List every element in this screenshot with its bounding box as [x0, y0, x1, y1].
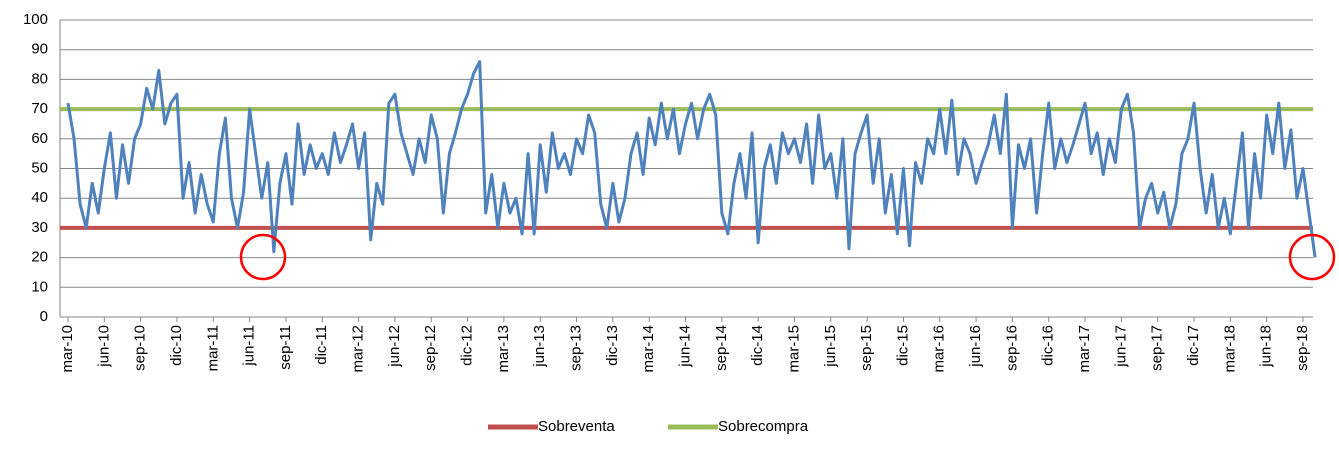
y-tick-label: 50 — [31, 159, 48, 176]
x-tick-label: jun-11 — [241, 325, 258, 367]
y-tick-label: 10 — [31, 278, 48, 295]
x-tick-label: sep-11 — [277, 325, 294, 370]
x-tick-label: sep-10 — [132, 325, 149, 371]
x-tick-label: jun-17 — [1112, 325, 1129, 368]
x-tick-label: mar-12 — [350, 325, 367, 373]
x-tick-label: mar-18 — [1221, 325, 1238, 373]
x-tick-label: dic-15 — [894, 325, 911, 366]
x-tick-label: jun-18 — [1258, 325, 1275, 368]
y-tick-label: 20 — [31, 249, 48, 266]
x-tick-label: dic-17 — [1185, 325, 1202, 366]
highlight-circle — [1288, 233, 1336, 281]
legend-label: Sobreventa — [538, 418, 615, 435]
x-tick-label: sep-15 — [858, 325, 875, 371]
legend-label: Sobrecompra — [718, 418, 809, 435]
y-tick-label: 30 — [31, 219, 48, 236]
highlight-circle — [239, 233, 287, 281]
x-tick-label: jun-13 — [531, 325, 548, 368]
x-tick-label: mar-14 — [640, 325, 657, 373]
x-tick-label: sep-18 — [1294, 325, 1311, 371]
x-tick-label: dic-13 — [604, 325, 621, 366]
y-tick-label: 60 — [31, 130, 48, 147]
x-tick-label: dic-12 — [459, 325, 476, 366]
y-tick-label: 90 — [31, 41, 48, 58]
x-tick-label: jun-15 — [822, 325, 839, 368]
x-tick-label: sep-16 — [1003, 325, 1020, 371]
x-tick-label: mar-11 — [204, 325, 221, 371]
y-tick-label: 70 — [31, 100, 48, 117]
y-tick-label: 0 — [40, 308, 48, 325]
x-tick-label: jun-12 — [386, 325, 403, 368]
y-tick-label: 80 — [31, 70, 48, 87]
x-tick-label: jun-16 — [967, 325, 984, 368]
x-tick-label: mar-17 — [1076, 325, 1093, 373]
x-tick-label: jun-10 — [95, 325, 112, 368]
x-tick-label: sep-13 — [567, 325, 584, 371]
y-tick-label: 100 — [23, 11, 48, 28]
x-tick-label: dic-10 — [168, 325, 185, 366]
x-tick-label: mar-10 — [59, 325, 76, 373]
data-line — [66, 60, 1317, 258]
x-tick-label: sep-14 — [713, 325, 730, 371]
x-tick-label: mar-13 — [495, 325, 512, 373]
x-tick-label: dic-14 — [749, 325, 766, 366]
y-tick-label: 40 — [31, 189, 48, 206]
x-tick-label: mar-15 — [785, 325, 802, 373]
x-tick-label: mar-16 — [931, 325, 948, 373]
x-tick-label: dic-11 — [313, 325, 330, 365]
x-tick-label: jun-14 — [676, 325, 693, 368]
x-tick-label: sep-17 — [1149, 325, 1166, 371]
x-tick-label: dic-16 — [1040, 325, 1057, 366]
x-tick-label: sep-12 — [422, 325, 439, 371]
